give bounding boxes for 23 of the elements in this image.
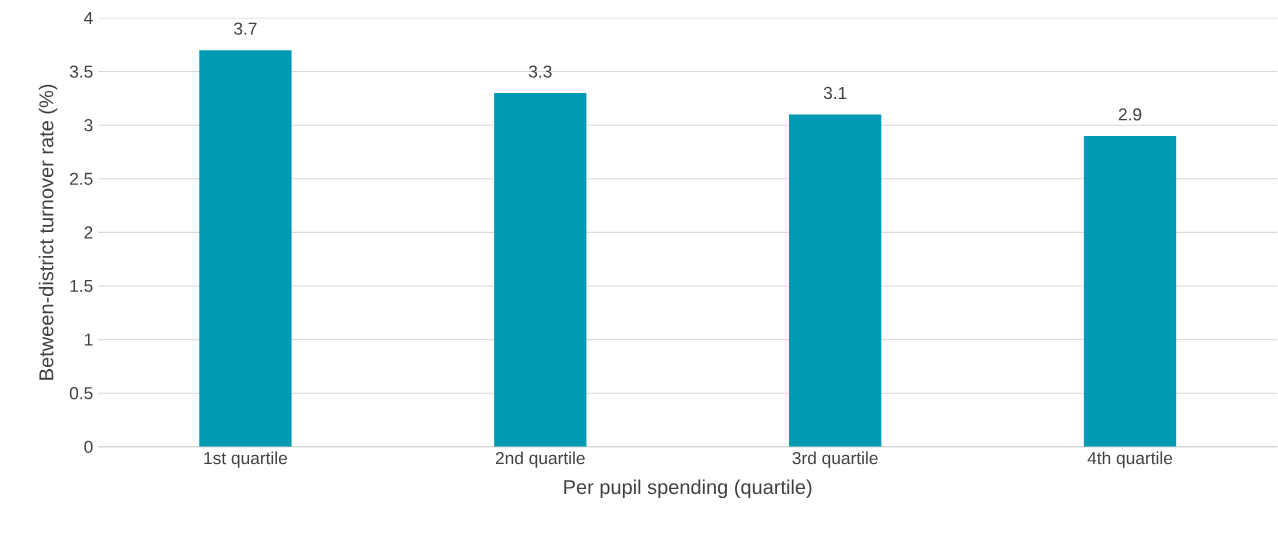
bar bbox=[1083, 136, 1177, 447]
y-tick-label: 1.5 bbox=[70, 280, 93, 293]
y-tick-label: 3 bbox=[84, 119, 93, 132]
x-tick-label: 4th quartile bbox=[1087, 451, 1173, 468]
y-tick-label: 0 bbox=[84, 440, 93, 454]
data-label: 3.1 bbox=[823, 86, 847, 100]
x-tick-label: 1st quartile bbox=[204, 451, 287, 468]
y-tick-label: 4 bbox=[84, 12, 93, 25]
y-tick-label: 2.5 bbox=[70, 172, 93, 186]
y-tick-label: 2 bbox=[84, 226, 93, 239]
data-label: 3.3 bbox=[528, 65, 552, 78]
y-tick-label: 0.5 bbox=[69, 387, 93, 400]
y-axis-title: Between-district turnover rate (%) bbox=[38, 84, 58, 380]
data-label: 2.9 bbox=[1118, 108, 1142, 121]
x-axis-title: Per pupil spending (quartile) bbox=[564, 479, 812, 499]
x-tick-label: 3rd quartile bbox=[792, 451, 878, 468]
y-tick-label: 3.5 bbox=[69, 65, 93, 78]
bar bbox=[494, 93, 587, 447]
y-tick-label: 1 bbox=[84, 333, 93, 346]
x-tick-label: 2nd quartile bbox=[495, 451, 585, 468]
data-label: 3.7 bbox=[234, 22, 257, 35]
bar bbox=[199, 50, 292, 447]
bar bbox=[789, 114, 882, 447]
